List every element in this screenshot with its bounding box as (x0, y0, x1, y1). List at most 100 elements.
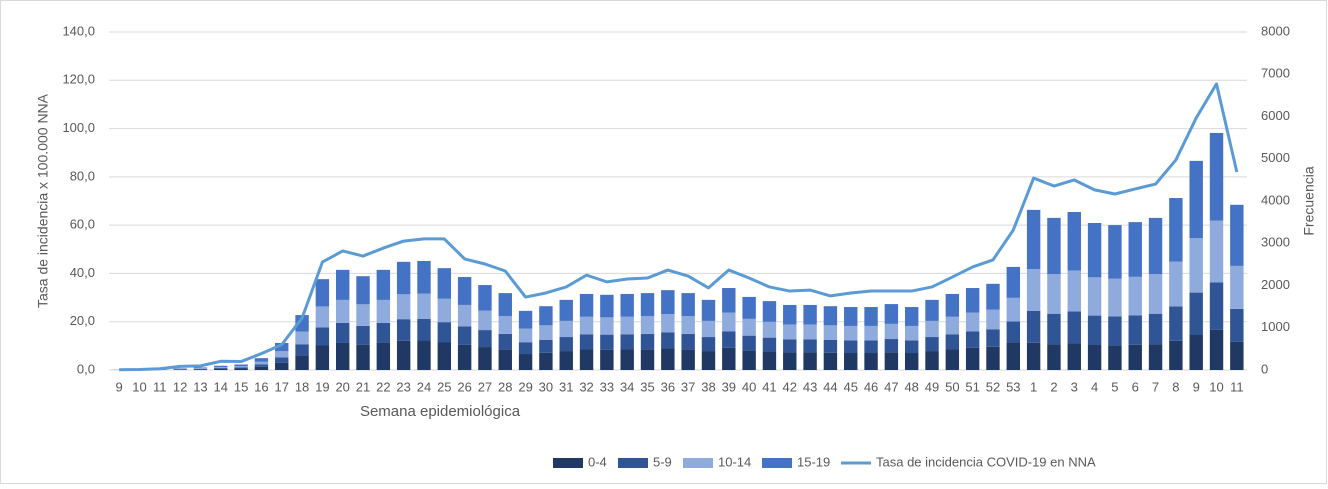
bar-segment (803, 305, 816, 325)
bar-segment (255, 358, 268, 362)
bar-segment (1088, 345, 1101, 370)
bar-segment (1169, 262, 1182, 307)
bar-segment (194, 369, 207, 370)
x-tick-label: 39 (722, 379, 736, 394)
legend-label: Tasa de incidencia COVID-19 en NNA (876, 454, 1096, 469)
legend-label: 5-9 (653, 454, 672, 469)
bar-segment (377, 323, 390, 343)
x-tick-label: 45 (843, 379, 857, 394)
y2-tick-label: 0 (1261, 361, 1268, 376)
bar-segment (681, 334, 694, 349)
bar-segment (499, 293, 512, 316)
x-tick-label: 37 (681, 379, 695, 394)
x-tick-label: 10 (132, 379, 146, 394)
bar-segment (1088, 316, 1101, 345)
bar-segment (824, 325, 837, 340)
bar-segment (1189, 293, 1202, 335)
bar-segment (458, 277, 471, 305)
bar-segment (946, 349, 959, 370)
y2-tick-label: 8000 (1261, 23, 1290, 38)
bar-segment (580, 317, 593, 334)
bar-segment (1149, 274, 1162, 314)
bar-segment (641, 316, 654, 334)
bar-segment (620, 294, 633, 317)
bar-segment (397, 319, 410, 341)
x-tick-label: 17 (274, 379, 288, 394)
x-axis-title: Semana epidemiológica (360, 403, 521, 420)
bar-segment (702, 300, 715, 321)
bar-segment (1047, 344, 1060, 370)
x-tick-label: 2 (1050, 379, 1057, 394)
bar-segment (397, 341, 410, 370)
bar-segment (864, 340, 877, 353)
bar-segment (986, 284, 999, 310)
bar-segment (519, 311, 532, 329)
bar-segment (539, 340, 552, 353)
bar-segment (499, 316, 512, 334)
x-tick-label: 24 (417, 379, 431, 394)
bar-segment (1027, 210, 1040, 269)
bar-segment (478, 311, 491, 331)
bar-segment (1169, 198, 1182, 262)
bar-segment (499, 334, 512, 349)
bar-segment (356, 326, 369, 345)
bar-segment (234, 365, 247, 367)
bar-segment (824, 306, 837, 325)
bar-segment (783, 339, 796, 352)
bar-segment (844, 307, 857, 326)
bar-segment (478, 347, 491, 370)
bar-segment (742, 336, 755, 351)
x-tick-label: 5 (1111, 379, 1118, 394)
y-axis-title: Tasa de incidencia x 100.000 NNA (35, 93, 51, 308)
bar-segment (417, 341, 430, 370)
bar-segment (885, 339, 898, 352)
bar-segment (580, 349, 593, 370)
y2-tick-label: 5000 (1261, 150, 1290, 165)
bar-segment (1149, 314, 1162, 344)
bar-segment (702, 351, 715, 370)
bar-segment (1149, 218, 1162, 274)
bar-segment (600, 317, 613, 334)
bar-segment (844, 353, 857, 370)
bar-segment (946, 294, 959, 317)
bar-segment (478, 330, 491, 347)
bar-segment (1007, 267, 1020, 298)
bar-segment (1210, 330, 1223, 370)
bar-segment (702, 321, 715, 337)
bar-segment (580, 294, 593, 317)
x-tick-label: 22 (376, 379, 390, 394)
y2-tick-label: 4000 (1261, 192, 1290, 207)
bar-segment (925, 351, 938, 370)
bar-segment (397, 294, 410, 319)
bar-segment (803, 324, 816, 339)
x-tick-label: 14 (214, 379, 228, 394)
bar-segment (661, 314, 674, 332)
bar-segment (1108, 345, 1121, 370)
bar-segment (1068, 343, 1081, 370)
bar-segment (986, 329, 999, 346)
x-tick-label: 49 (925, 379, 939, 394)
bar-segment (620, 334, 633, 349)
bar-segment (417, 319, 430, 341)
bar-segment (458, 326, 471, 345)
bar-segment (519, 354, 532, 370)
x-tick-label: 48 (904, 379, 918, 394)
bar-segment (438, 322, 451, 342)
y2-axis-title: Frecuencia (1301, 166, 1317, 235)
bar-segment (1189, 161, 1202, 238)
x-tick-label: 8 (1172, 379, 1179, 394)
bar-segment (1027, 269, 1040, 311)
bar-segment (864, 326, 877, 340)
x-tick-label: 25 (437, 379, 451, 394)
bar-segment (885, 324, 898, 339)
bar-segment (1210, 282, 1223, 329)
x-tick-label: 51 (965, 379, 979, 394)
bar-segment (641, 334, 654, 349)
bar-segment (1189, 334, 1202, 370)
bar-segment (1007, 342, 1020, 370)
bar-segment (966, 313, 979, 332)
bar-segment (1129, 315, 1142, 345)
x-tick-label: 42 (783, 379, 797, 394)
bar-segment (539, 325, 552, 340)
